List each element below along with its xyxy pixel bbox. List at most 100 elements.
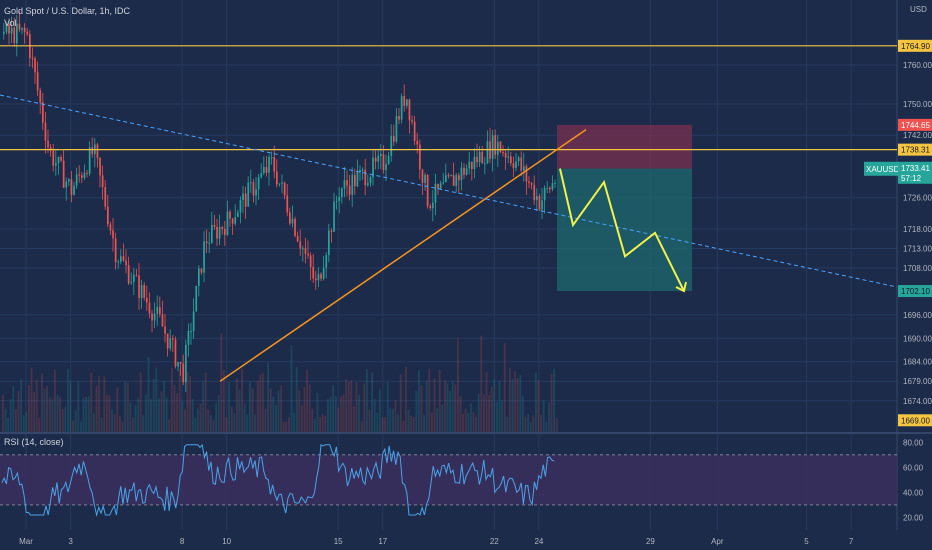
candle-body: [504, 152, 507, 158]
volume-bar: [379, 389, 381, 432]
volume-bar: [433, 378, 436, 432]
candle-body: [330, 230, 333, 232]
volume-bar: [501, 400, 503, 432]
volume-bar: [126, 382, 129, 432]
candle-body: [257, 177, 260, 190]
candle-body: [70, 179, 73, 195]
candle-body: [13, 27, 16, 44]
candle-body: [83, 172, 86, 178]
candle-body: [242, 193, 244, 201]
candle-body: [315, 278, 317, 281]
candle-body: [317, 273, 320, 281]
volume-bar: [194, 417, 197, 432]
candle-body: [385, 164, 387, 170]
candle-body: [426, 174, 429, 207]
volume-bar: [438, 369, 441, 432]
candle-body: [372, 157, 374, 178]
candle-body: [73, 185, 75, 195]
candle-body: [86, 172, 88, 174]
volume-bar: [46, 386, 48, 432]
candle-body: [75, 174, 78, 186]
volume-bar: [251, 388, 254, 432]
volume-bar: [345, 379, 347, 432]
candle-body: [179, 362, 182, 364]
rsi-band: [0, 454, 897, 505]
candle-body: [302, 248, 304, 250]
candle-body: [151, 313, 153, 321]
volume-bar: [386, 381, 389, 432]
candle-body: [166, 333, 169, 349]
candle-body: [348, 185, 351, 195]
price-tick-label: 1750.00: [903, 100, 932, 109]
candle-body: [231, 218, 234, 224]
volume-bar: [277, 390, 280, 432]
candle-body: [533, 184, 536, 201]
candle-body: [36, 72, 39, 91]
volume-bar: [54, 369, 56, 432]
candle-body: [343, 180, 346, 189]
candle-body: [221, 226, 224, 229]
volume-bar: [275, 405, 277, 432]
candle-body: [34, 58, 36, 73]
volume-bar: [176, 392, 178, 432]
volume-bar: [72, 420, 74, 432]
volume-bar: [457, 338, 459, 432]
candle-body: [471, 161, 473, 170]
rsi-tick-label: 40.00: [903, 488, 924, 497]
volume-bar: [264, 408, 267, 432]
volume-bar: [464, 408, 467, 432]
candle-body: [114, 238, 117, 263]
candle-body: [510, 156, 512, 164]
candle-body: [47, 140, 49, 148]
candle-body: [530, 183, 533, 185]
volume-bar: [470, 403, 472, 432]
candle-body: [517, 157, 520, 162]
candle-body: [494, 135, 497, 155]
volume-bar: [532, 415, 535, 432]
candle-body: [177, 362, 179, 367]
volume-bar: [59, 397, 61, 432]
volume-bar: [132, 417, 134, 432]
volume-bar: [20, 379, 22, 432]
volume-bar: [121, 421, 124, 432]
candle-body: [174, 339, 177, 367]
time-tick-label: 10: [222, 537, 231, 546]
current-symbol-label: XAUUSD: [866, 165, 900, 174]
volume-bar: [116, 387, 119, 432]
volume-bar: [301, 404, 303, 432]
candle-body: [273, 157, 276, 172]
volume-bar: [327, 399, 329, 432]
candle-body: [140, 285, 143, 298]
volume-bar: [189, 376, 191, 432]
candle-body: [226, 211, 229, 235]
volume-bar: [56, 394, 59, 432]
candle-body: [408, 99, 411, 121]
candle-body: [359, 169, 361, 173]
volume-bar: [308, 384, 311, 432]
volume-bar: [340, 396, 342, 432]
volume-bar: [100, 417, 103, 432]
candle-body: [276, 171, 278, 185]
volume-bar: [332, 385, 334, 432]
volume-bar: [217, 394, 220, 432]
candle-body: [229, 211, 231, 219]
volume-bar: [311, 408, 314, 432]
volume-bar: [178, 369, 181, 432]
candle-body: [478, 152, 481, 163]
volume-bar: [454, 384, 457, 432]
candle-body: [346, 180, 348, 186]
candle-body: [78, 174, 81, 176]
volume-bar: [290, 345, 293, 432]
volume-bar: [303, 387, 306, 432]
current-price-label: 1733.41: [901, 164, 930, 173]
volume-bar: [451, 380, 454, 432]
rsi-tick-label: 80.00: [903, 438, 924, 447]
candle-body: [55, 163, 57, 166]
volume-bar: [246, 415, 249, 432]
candle-body: [377, 155, 380, 162]
volume-bar: [493, 378, 496, 432]
volume-bar: [402, 421, 405, 432]
volume-bar: [428, 368, 431, 432]
volume-bar: [181, 400, 184, 432]
